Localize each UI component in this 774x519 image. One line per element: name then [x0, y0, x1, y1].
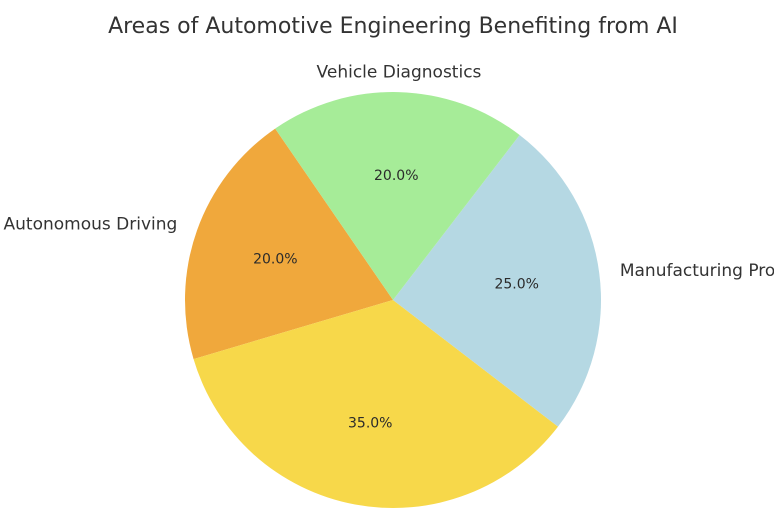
chart-title: Areas of Automotive Engineering Benefiti… — [108, 14, 678, 39]
pie-slice-design-optimization — [193, 300, 559, 509]
pie-pct-label-vehicle-diagnostics: 20.0% — [374, 168, 418, 184]
pie-slice-vehicle-diagnostics — [275, 92, 520, 300]
pie-pct-label-autonomous-driving: 20.0% — [253, 251, 297, 267]
pie-pct-label-manufacturing-processes: 25.0% — [494, 277, 538, 293]
pie-category-label-manufacturing-processes: Manufacturing Processes — [620, 261, 774, 281]
pie-category-label-vehicle-diagnostics: Vehicle Diagnostics — [317, 62, 482, 82]
pie-slice-autonomous-driving — [185, 128, 393, 360]
pie-category-label-autonomous-driving: Autonomous Driving — [4, 215, 178, 235]
pie-pct-label-design-optimization: 35.0% — [348, 416, 392, 432]
pie-slice-manufacturing-processes — [393, 134, 601, 427]
pie-slices — [185, 92, 601, 509]
